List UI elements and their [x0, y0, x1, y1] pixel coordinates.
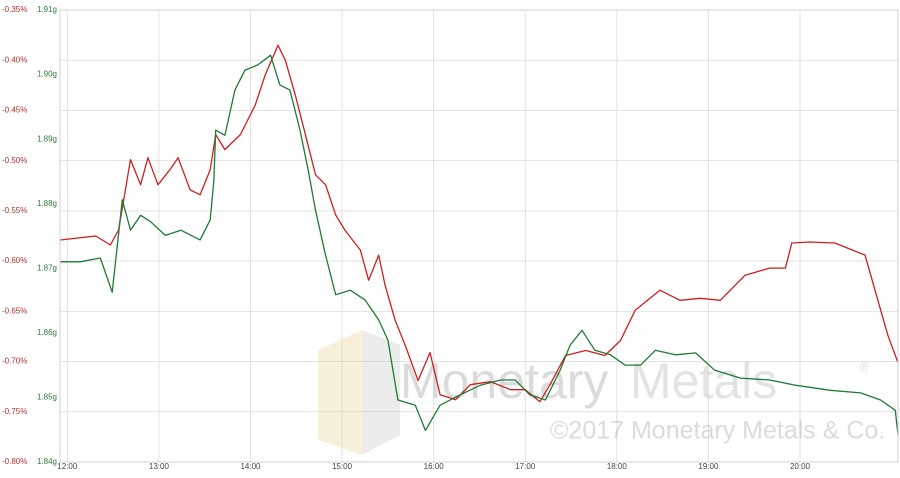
x-tick-label: 15:00 — [332, 462, 353, 471]
y2-tick-label: 1.91g — [37, 5, 57, 14]
y-tick-label: -0.60% — [2, 256, 27, 265]
y2-tick-label: 1.85g — [37, 393, 57, 402]
y-tick-label: -0.70% — [2, 357, 27, 366]
y-tick-label: -0.50% — [2, 156, 27, 165]
y-tick-label: -0.75% — [2, 407, 27, 416]
brand-second: Metals — [630, 353, 777, 409]
x-tick-label: 18:00 — [607, 462, 628, 471]
series-line — [59, 44, 899, 403]
series-line — [60, 54, 899, 435]
y-tick-label: -0.80% — [2, 457, 27, 466]
brand-first: Monetary — [400, 353, 608, 409]
y2-tick-label: 1.88g — [37, 199, 57, 208]
y-tick-label: -0.55% — [2, 206, 27, 215]
y-tick-label: -0.65% — [2, 306, 27, 315]
y-tick-label: -0.45% — [2, 106, 27, 115]
x-tick-label: 16:00 — [424, 462, 445, 471]
x-tick-label: 12:00 — [57, 462, 78, 471]
plot-border — [59, 9, 899, 463]
x-tick-label: 17:00 — [515, 462, 536, 471]
y-tick-label: -0.40% — [2, 55, 27, 64]
x-tick-label: 14:00 — [240, 462, 261, 471]
copyright: ©2017 Monetary Metals & Co. — [550, 417, 885, 445]
x-tick-label: 20:00 — [790, 462, 811, 471]
y2-tick-label: 1.87g — [37, 263, 57, 272]
y-tick-label: -0.35% — [2, 5, 27, 14]
plot — [59, 44, 899, 435]
y2-tick-label: 1.84g — [37, 457, 57, 466]
registered-mark: ® — [860, 360, 869, 374]
x-tick-label: 19:00 — [698, 462, 719, 471]
logo-side — [362, 330, 400, 455]
logo — [318, 330, 400, 455]
y2-tick-label: 1.86g — [37, 328, 57, 337]
x-tick-label: 13:00 — [149, 462, 170, 471]
watermark: Monetary Metals ® ©2017 Monetary Metals … — [318, 330, 885, 455]
y2-tick-label: 1.89g — [37, 134, 57, 143]
y2-tick-label: 1.90g — [37, 70, 57, 79]
